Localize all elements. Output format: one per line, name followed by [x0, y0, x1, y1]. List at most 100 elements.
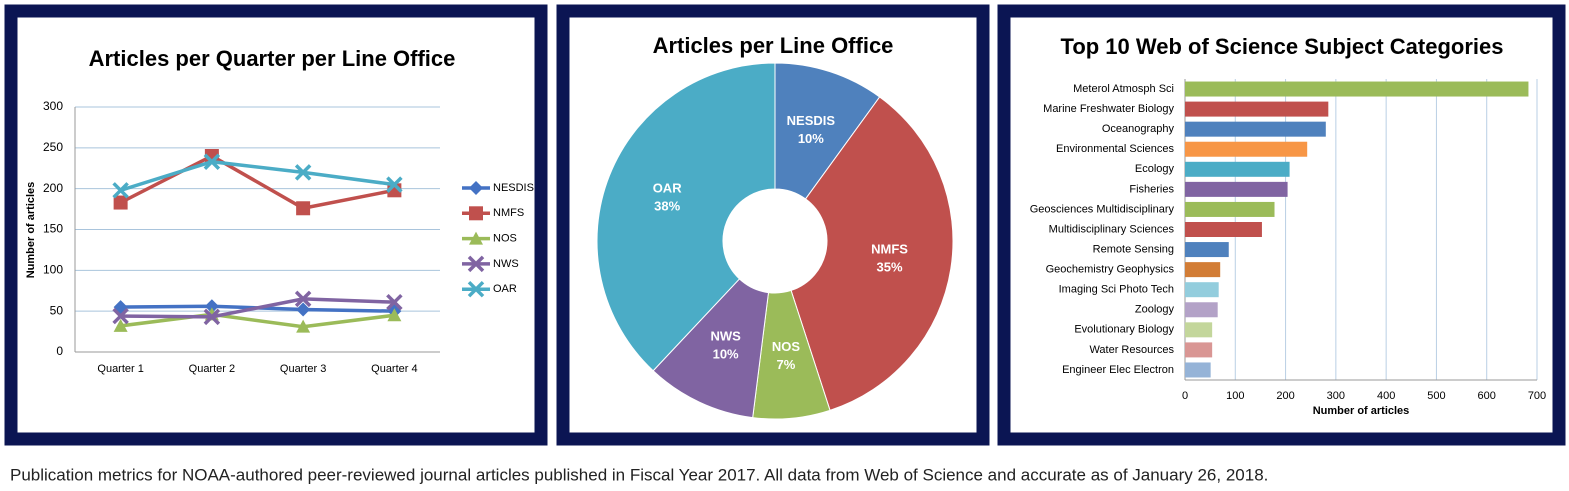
x-tick-label: 200	[1276, 390, 1294, 402]
x-tick-label: 300	[1327, 390, 1345, 402]
y-tick-label: Ecology	[1135, 163, 1175, 175]
marker	[203, 308, 221, 326]
legend-marker	[469, 206, 483, 221]
bar	[1185, 181, 1288, 197]
bar	[1185, 141, 1308, 157]
slice-value: 10%	[713, 346, 739, 361]
y-tick-label: Engineer Elec Electron	[1062, 364, 1174, 376]
y-tick-label: Environmental Sciences	[1056, 143, 1175, 155]
slice-name: NMFS	[871, 242, 908, 257]
legend-label: NWS	[493, 258, 519, 270]
marker	[113, 195, 128, 210]
bar	[1185, 81, 1529, 97]
y-tick-label: Meterol Atmosph Sci	[1073, 83, 1174, 95]
bar	[1185, 282, 1219, 298]
pie-slice	[774, 62, 881, 200]
legend-marker	[469, 181, 483, 195]
y-tick-label: Fisheries	[1129, 183, 1174, 195]
x-tick-label: 400	[1377, 390, 1395, 402]
y-tick-label: Oceanography	[1102, 123, 1175, 135]
y-tick-label: 0	[56, 344, 63, 358]
y-tick-label: 300	[43, 99, 63, 113]
series-line	[119, 154, 395, 211]
legend-marker	[467, 280, 485, 298]
y-tick-label: Water Resources	[1089, 344, 1174, 356]
marker	[296, 302, 311, 317]
y-tick-label: 150	[43, 222, 63, 236]
marker	[296, 319, 311, 333]
legend-marker	[469, 231, 483, 245]
legend-marker	[467, 255, 485, 273]
legend-label: OAR	[493, 283, 517, 295]
bar	[1185, 121, 1326, 137]
series-line	[120, 312, 395, 329]
y-tick-label: 250	[43, 140, 63, 154]
slice-name: OAR	[653, 181, 683, 196]
y-tick-label: Zoology	[1135, 304, 1175, 316]
marker	[112, 307, 129, 325]
y-tick-label: 200	[43, 181, 63, 195]
bar	[1185, 322, 1213, 338]
slice-name: NESDIS	[787, 113, 836, 128]
marker	[386, 293, 403, 311]
slice-value: 38%	[654, 199, 680, 214]
slice-name: NOS	[772, 339, 801, 354]
marker	[387, 308, 402, 322]
x-tick-label: 600	[1478, 390, 1496, 402]
x-tick-label: 100	[1226, 390, 1244, 402]
y-tick-label: Remote Sensing	[1093, 243, 1174, 255]
legend-label: NMFS	[493, 207, 524, 219]
slice-value: 10%	[798, 131, 824, 146]
chart-title: Top 10 Web of Science Subject Categories	[1061, 34, 1504, 59]
marker	[112, 182, 129, 199]
slice-name: NWS	[710, 328, 741, 343]
bar	[1185, 201, 1275, 217]
y-tick-label: Geochemistry Geophysics	[1046, 264, 1175, 276]
x-tick-label: Quarter 2	[189, 363, 235, 375]
bar	[1185, 242, 1229, 258]
x-tick-label: Quarter 1	[97, 363, 143, 375]
pie-slice	[596, 62, 776, 372]
bar	[1185, 362, 1211, 378]
x-tick-label: 0	[1182, 390, 1188, 402]
bar	[1185, 101, 1329, 117]
panel	[4, 4, 548, 446]
marker	[386, 176, 403, 193]
x-tick-label: Quarter 3	[280, 363, 326, 375]
slice-value: 35%	[877, 260, 903, 275]
bar	[1185, 161, 1290, 177]
marker	[296, 201, 311, 216]
y-tick-label: Geosciences Multidisciplinary	[1030, 203, 1175, 215]
legend-label: NESDIS	[493, 182, 534, 194]
caption: Publication metrics for NOAA-authored pe…	[10, 465, 1268, 484]
x-axis-label: Number of articles	[1313, 405, 1410, 417]
y-tick-label: Multidisciplinary Sciences	[1049, 223, 1175, 235]
series-line	[120, 159, 395, 192]
legend-label: NOS	[493, 233, 517, 245]
y-tick-label: Imaging Sci Photo Tech	[1059, 284, 1174, 296]
marker	[203, 153, 221, 170]
y-tick-label: 50	[50, 303, 64, 317]
slice-value: 7%	[777, 357, 796, 372]
x-tick-label: 700	[1528, 390, 1546, 402]
chart-title: Articles per Quarter per Line Office	[89, 46, 456, 71]
marker	[294, 164, 312, 181]
marker	[204, 299, 219, 314]
bar	[1185, 302, 1218, 318]
y-tick-label: Evolutionary Biology	[1074, 324, 1174, 336]
pie-slice	[652, 278, 770, 419]
bar	[1185, 342, 1213, 358]
chart-title: Articles per Line Office	[653, 33, 894, 58]
pie-slice	[790, 96, 954, 411]
bar	[1185, 262, 1221, 278]
x-tick-label: Quarter 4	[371, 363, 417, 375]
marker	[113, 318, 128, 332]
y-tick-label: 100	[43, 263, 63, 277]
series-line	[120, 297, 395, 319]
y-tick-label: Marine Freshwater Biology	[1043, 103, 1174, 115]
x-tick-label: 500	[1427, 390, 1445, 402]
bar	[1185, 222, 1262, 237]
y-axis-label: Number of articles	[25, 182, 37, 279]
marker	[294, 290, 312, 308]
